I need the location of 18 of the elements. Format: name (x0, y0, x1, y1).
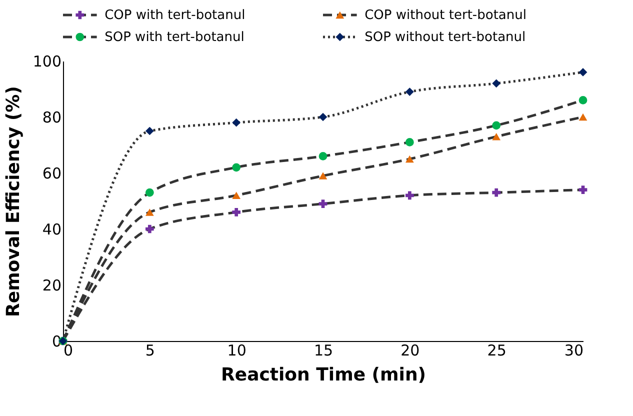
legend-label: COP without tert-botanul (364, 8, 526, 23)
x-tick-label: 5 (145, 342, 155, 360)
x-tick-label: 30 (564, 342, 584, 360)
y-tick-label: 80 (42, 108, 62, 126)
y-tick-label: 20 (42, 276, 62, 294)
x-tick-label: 20 (400, 342, 420, 360)
x-tick-label: 15 (314, 342, 334, 360)
legend-label: SOP with tert-botanul (104, 30, 244, 45)
legend-label: COP with tert-botanul (104, 8, 246, 23)
y-axis-title: Removal Efficiency (%) (2, 86, 24, 317)
x-tick-label: 0 (64, 342, 74, 360)
y-tick-label: 100 (32, 52, 62, 70)
x-tick-label: 10 (227, 342, 246, 360)
x-tick-label: 25 (487, 342, 506, 360)
legend-label: SOP without tert-botanul (364, 30, 526, 45)
y-tick-label: 60 (42, 164, 62, 182)
x-axis-title: Reaction Time (min) (221, 364, 426, 386)
y-tick-label: 40 (42, 220, 62, 238)
